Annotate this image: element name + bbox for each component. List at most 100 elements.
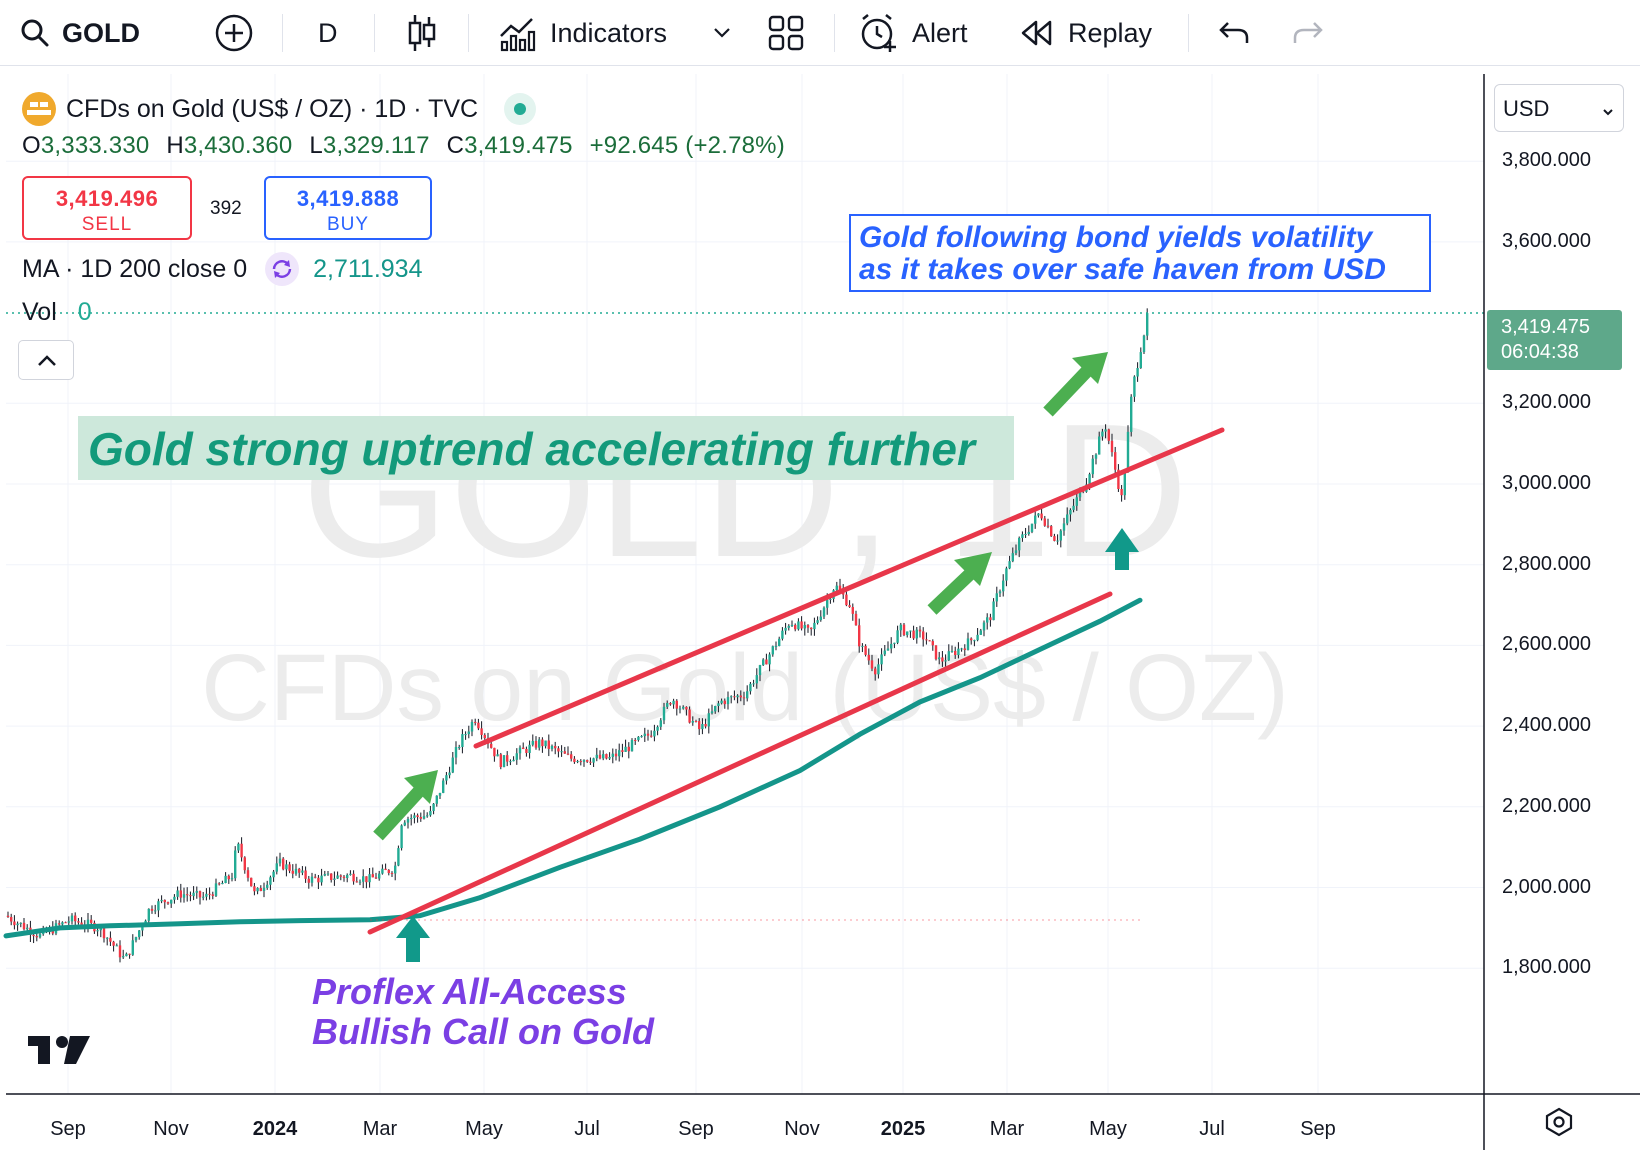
gold-bars-icon: [22, 92, 56, 126]
candle: [432, 803, 435, 815]
alert-button[interactable]: Alert: [858, 10, 968, 56]
indicators-label: Indicators: [550, 17, 668, 48]
candle: [960, 647, 963, 652]
replay-button[interactable]: Replay: [1020, 10, 1152, 56]
candle: [957, 642, 960, 659]
candle: [266, 880, 269, 890]
candle: [800, 616, 803, 631]
candle: [634, 737, 637, 745]
candle: [426, 812, 429, 818]
currency-dropdown[interactable]: USD: [1494, 84, 1624, 132]
compare-symbol-button[interactable]: [214, 10, 254, 56]
candle: [637, 736, 640, 742]
candle: [106, 937, 109, 946]
time-axis-label: Mar: [362, 1118, 398, 1140]
candle: [1091, 455, 1094, 478]
channel-upper-line[interactable]: [473, 427, 1225, 749]
candle: [624, 739, 627, 752]
candle: [733, 690, 736, 701]
candle: [704, 718, 707, 729]
candle: [1110, 433, 1114, 457]
price-axis-label: 3,200.000: [1502, 391, 1591, 414]
candle: [976, 628, 979, 642]
candle: [518, 745, 522, 760]
candle: [198, 890, 202, 905]
market-open-dot: [504, 93, 537, 125]
symbol-search[interactable]: GOLD: [20, 10, 140, 56]
vol-label[interactable]: Vol: [22, 298, 57, 326]
last-price-tag: 3,419.475 06:04:38: [1487, 310, 1622, 370]
candle: [675, 699, 678, 716]
time-axis-label: Sep: [678, 1118, 714, 1140]
candle: [291, 864, 294, 879]
candle: [237, 842, 240, 853]
toolbar-divider: [1188, 14, 1189, 52]
candle: [858, 618, 861, 653]
candle: [470, 719, 474, 737]
proflex-text-line-2: Bullish Call on Gold: [312, 1011, 654, 1052]
time-axis-label: Jul: [1199, 1118, 1225, 1140]
bond-yields-annotation[interactable]: Gold following bond yields volatility as…: [849, 214, 1431, 292]
undo-button[interactable]: [1218, 10, 1250, 56]
candle: [640, 735, 643, 738]
open-key: O: [22, 132, 41, 159]
collapse-legend-button[interactable]: [18, 340, 74, 380]
candle: [515, 748, 518, 765]
candle: [112, 940, 115, 952]
sell-price: 3,419.496: [55, 186, 159, 211]
proflex-annotation[interactable]: Proflex All-Access Bullish Call on Gold: [312, 972, 654, 1052]
candle: [698, 718, 701, 735]
ma-200-line[interactable]: [3, 597, 1143, 939]
candle: [1030, 523, 1034, 534]
candle: [1117, 464, 1120, 492]
candle: [1136, 362, 1139, 382]
chart-settings-button[interactable]: [1543, 1106, 1575, 1138]
layout-button[interactable]: [768, 10, 804, 56]
candle: [326, 871, 330, 876]
spread-value: 392: [210, 198, 242, 219]
candle: [16, 921, 19, 931]
candle: [186, 887, 189, 902]
candle: [374, 872, 378, 879]
candle: [538, 737, 541, 751]
proflex-text-line-1: Proflex All-Access: [312, 971, 627, 1012]
channel-lower-line[interactable]: [367, 591, 1113, 935]
series-title[interactable]: CFDs on Gold (US$ / OZ) · 1D · TVC: [66, 94, 479, 123]
settings-hexagon-icon: [1543, 1107, 1575, 1142]
price-axis-label: 2,000.000: [1502, 875, 1591, 898]
ma-label[interactable]: MA · 1D 200 close 0: [22, 254, 248, 283]
candle: [362, 869, 365, 889]
candle: [1126, 425, 1130, 473]
candle: [973, 639, 976, 647]
candle: [496, 749, 499, 757]
candle: [1114, 446, 1117, 476]
candle: [979, 628, 982, 635]
sell-button[interactable]: 3,419.496 SELL: [22, 176, 192, 240]
indicators-dropdown[interactable]: [712, 10, 732, 56]
candle: [861, 643, 864, 653]
headline-annotation[interactable]: Gold strong uptrend accelerating further: [78, 416, 1014, 480]
alert-label: Alert: [912, 17, 968, 48]
candle: [182, 887, 186, 903]
candle: [1066, 507, 1069, 526]
candle: [1094, 453, 1098, 465]
candle: [845, 590, 848, 607]
indicators-button[interactable]: Indicators: [498, 10, 667, 56]
candle: [397, 845, 400, 867]
candle: [259, 885, 262, 892]
candle: [1046, 518, 1050, 529]
bond-text-line-1: Gold following bond yields volatility: [859, 221, 1373, 254]
trend-arrow-1: [373, 770, 438, 841]
price-axis-label: 2,400.000: [1502, 714, 1591, 737]
candle: [493, 747, 496, 762]
chart-type-button[interactable]: [406, 10, 438, 56]
redo-button[interactable]: [1292, 10, 1324, 56]
time-axis-label: Sep: [50, 1118, 86, 1140]
price-axis-label: 1,800.000: [1502, 956, 1591, 979]
buy-button[interactable]: 3,419.888 BUY: [264, 176, 432, 240]
candle: [1123, 468, 1126, 500]
candle: [771, 645, 774, 657]
interval-button[interactable]: D: [318, 10, 338, 56]
candle: [166, 901, 170, 905]
chart-area[interactable]: GOLD, 1D CFDs on Gold (US$ / OZ) CFDs on…: [0, 66, 1640, 1150]
